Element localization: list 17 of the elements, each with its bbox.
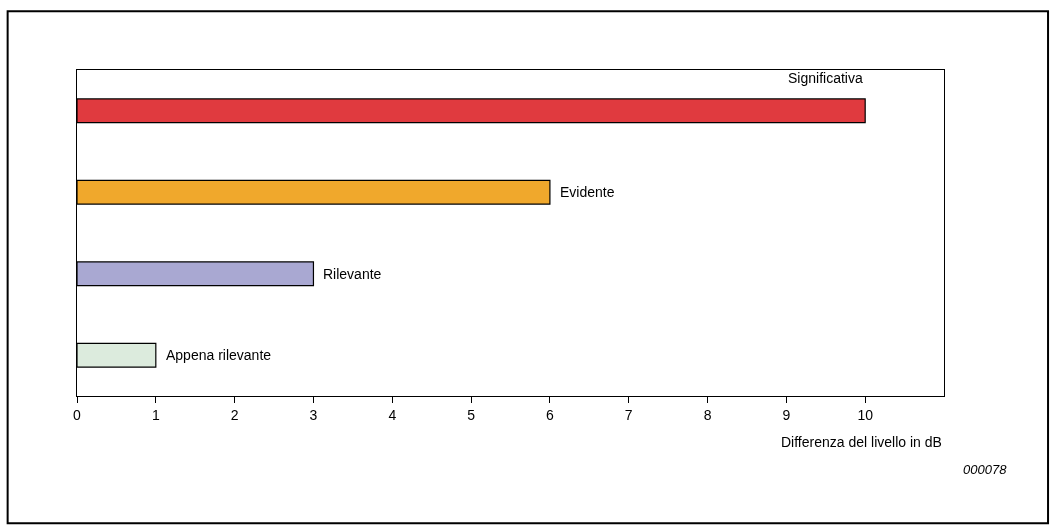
x-tick-label: 7 (624, 406, 633, 423)
y-tick-label: Appena rilevante (166, 347, 272, 363)
y-tick-label: Rilevante (323, 266, 382, 282)
x-tick-label: 10 (857, 406, 874, 423)
x-tick-label: 5 (467, 406, 476, 423)
x-axis-title: Differenza del livello in dB (781, 434, 942, 450)
x-tick-label: 2 (230, 406, 239, 423)
x-tick-label: 9 (782, 406, 791, 423)
y-tick-label: Evidente (560, 184, 615, 200)
x-tick-label: 8 (703, 406, 712, 423)
text: 000078 (963, 462, 1008, 477)
x-tick-label: 4 (388, 406, 397, 423)
x-tick-label: 3 (309, 406, 318, 423)
x-tick-label: 0 (73, 406, 82, 423)
x-tick-label: 1 (151, 406, 160, 423)
x-tick-label: 6 (546, 406, 555, 423)
y-tick-label: Significativa (788, 70, 863, 86)
